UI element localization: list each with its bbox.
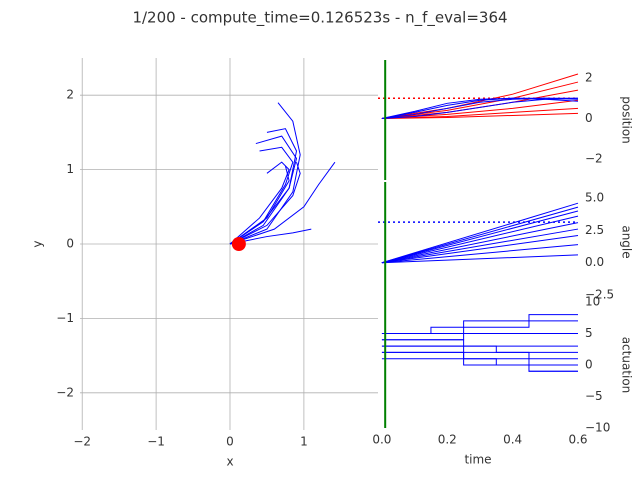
y-tick-label: −2: [585, 151, 603, 165]
series-line: [381, 202, 579, 264]
series-line: [381, 97, 579, 119]
x-tick-label: −1: [147, 435, 165, 449]
series-line: [381, 345, 578, 360]
y-tick-label: 2: [66, 88, 74, 102]
series-line: [229, 161, 290, 245]
y-tick-label: 0: [585, 111, 593, 125]
y-tick-label: 10: [585, 295, 600, 309]
x-tick-label: 0.6: [568, 433, 587, 447]
panel-background: [378, 182, 578, 302]
y-tick-label: −10: [585, 421, 610, 435]
figure-title: 1/200 - compute_time=0.126523s - n_f_eva…: [132, 9, 507, 28]
x-tick-label: 1: [300, 435, 308, 449]
series-line: [381, 73, 579, 119]
x-tick-label: 0.2: [438, 433, 457, 447]
y-tick-label: −2: [56, 385, 74, 399]
y-axis-label: position: [620, 96, 634, 144]
y-axis-label: y: [31, 240, 45, 247]
x-tick-label: −2: [73, 435, 91, 449]
y-tick-label: 0: [585, 358, 593, 372]
series-line: [381, 206, 579, 264]
series-line: [381, 358, 578, 372]
series-line: [381, 97, 578, 119]
y-tick-label: 2: [585, 71, 593, 85]
series-line: [381, 254, 579, 264]
series-line: [381, 210, 579, 264]
y-tick-label: −1: [56, 311, 74, 325]
series-line: [381, 320, 578, 334]
series-line: [229, 161, 336, 245]
series-line: [229, 228, 312, 245]
series-line: [229, 128, 298, 245]
x-tick-label: 0.4: [503, 433, 522, 447]
series-line: [381, 112, 579, 119]
y-tick-label: −5: [585, 389, 603, 403]
y-axis-label: actuation: [620, 337, 634, 394]
y-tick-label: 1: [66, 162, 74, 176]
series-line: [229, 102, 301, 245]
y-tick-label: 0: [66, 237, 74, 251]
panel-background: [378, 60, 578, 180]
series-line: [381, 235, 579, 264]
series-line: [229, 162, 301, 245]
series-line: [381, 228, 579, 264]
series-line: [381, 314, 578, 334]
x-axis-label: time: [464, 453, 491, 467]
y-tick-label: 5: [585, 326, 593, 340]
series-line: [381, 244, 579, 264]
y-tick-label: 2.5: [585, 223, 604, 237]
position-marker: [231, 237, 246, 251]
y-tick-label: −2.5: [585, 288, 614, 302]
y-tick-label: 0.0: [585, 255, 604, 269]
y-axis-label: angle: [620, 225, 634, 258]
series-line: [381, 215, 579, 264]
series-line: [381, 107, 579, 119]
x-tick-label: 0.0: [372, 433, 391, 447]
y-tick-label: 5.0: [585, 191, 604, 205]
series-line: [229, 135, 298, 245]
x-tick-label: 0: [226, 435, 234, 449]
series-line: [229, 165, 290, 245]
x-axis-label: x: [226, 455, 233, 469]
series-line: [381, 222, 579, 264]
